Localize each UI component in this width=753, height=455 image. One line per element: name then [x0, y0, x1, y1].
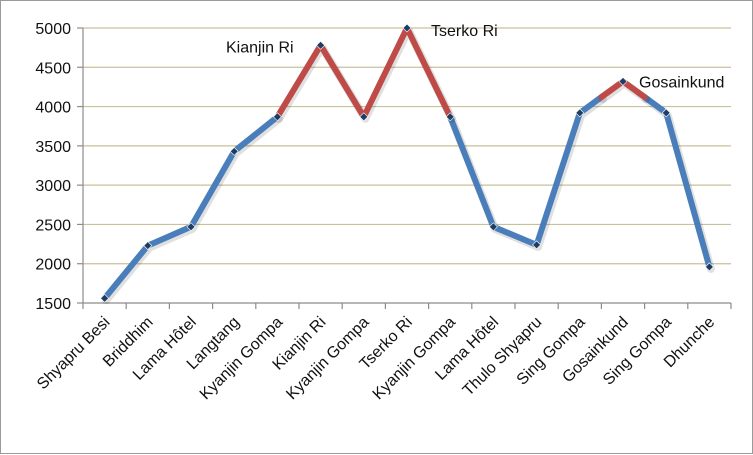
data-point-marker: [575, 108, 585, 118]
series-line-segment: [641, 94, 713, 270]
data-point-marker: [100, 293, 110, 303]
data-point-marker: [272, 112, 282, 122]
y-tick-label: 4000: [35, 100, 71, 117]
point-annotation: Tserko Ri: [431, 23, 498, 40]
y-tick-label: 3000: [35, 178, 71, 195]
data-point-marker: [359, 112, 369, 122]
y-tick-label: 4500: [35, 60, 71, 77]
data-point-marker: [445, 112, 455, 122]
axis-layer: [77, 27, 732, 309]
series-line-segment: [447, 94, 605, 248]
y-tick-labels: 1500 2000 2500 3000 3500 4000 4500 5000: [35, 21, 71, 313]
data-point-marker: [532, 240, 542, 250]
annotations: Kianjin Ri Tserko Ri Gosainkund: [226, 23, 724, 91]
y-tick-label: 1500: [35, 296, 71, 313]
data-point-marker: [488, 222, 498, 232]
data-point-marker: [186, 222, 196, 232]
marker-layer: [100, 23, 714, 303]
x-tick-label: Shyapru Besi: [34, 314, 113, 393]
data-point-marker: [316, 40, 326, 50]
data-point-marker: [229, 146, 239, 156]
y-tick-label: 2000: [35, 257, 71, 274]
data-point-marker: [143, 241, 153, 251]
point-annotation: Kianjin Ri: [226, 39, 294, 56]
data-point-marker: [704, 262, 714, 272]
data-point-marker: [661, 108, 671, 118]
y-tick-label: 5000: [35, 21, 71, 38]
y-tick-label: 3500: [35, 139, 71, 156]
data-point-marker: [402, 23, 412, 33]
data-point-marker: [618, 77, 628, 86]
point-annotation: Gosainkund: [639, 74, 724, 91]
series-layer: [101, 25, 715, 305]
highlighted-series-segment: [274, 25, 454, 120]
y-tick-label: 2500: [35, 217, 71, 234]
